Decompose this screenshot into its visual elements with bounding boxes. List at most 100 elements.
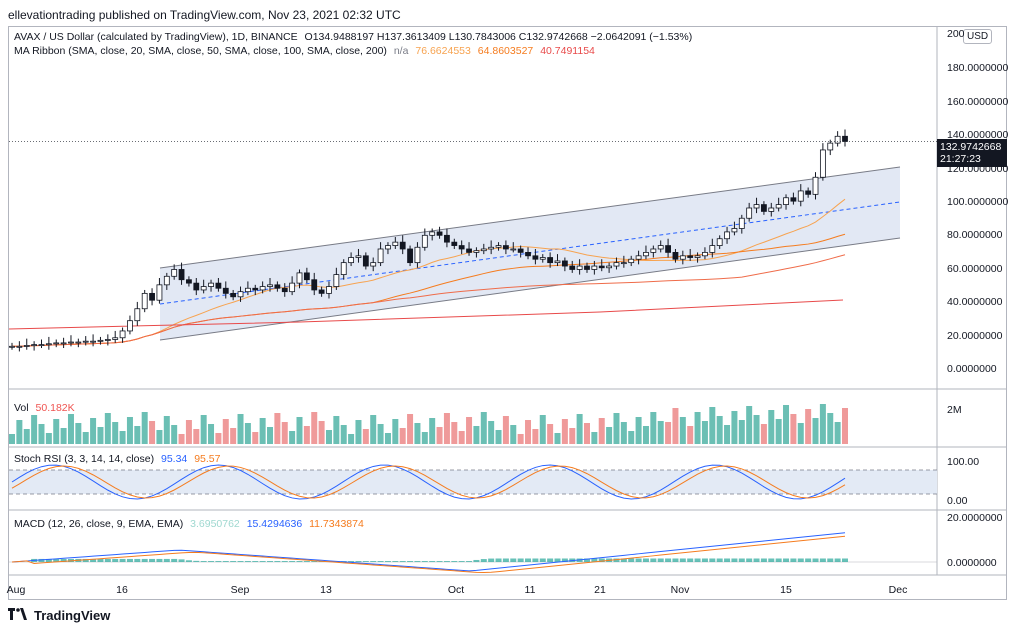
- candle-body: [694, 255, 701, 258]
- volume-bar: [635, 417, 642, 444]
- vol-tick: 2M: [947, 404, 962, 416]
- candle-body: [163, 275, 170, 286]
- volume-bar: [392, 419, 399, 444]
- volume-bar: [790, 414, 797, 444]
- volume-bar: [502, 416, 509, 444]
- candle-body: [274, 284, 281, 289]
- price-tick: 100.0000000: [947, 196, 1009, 208]
- macd-histogram-bar: [60, 558, 67, 562]
- volume-bar: [141, 412, 148, 444]
- volume-bar: [97, 427, 104, 444]
- brand-footer[interactable]: TradingView: [8, 608, 110, 623]
- macd-histogram-bar: [267, 561, 274, 562]
- macd-histogram-bar: [244, 561, 251, 562]
- macd-histogram-bar: [783, 558, 790, 562]
- candle-body: [377, 248, 384, 264]
- macd-histogram-bar: [215, 561, 222, 562]
- candle-body: [90, 340, 96, 343]
- candle-body: [510, 248, 517, 251]
- volume-bar: [525, 420, 532, 444]
- candle-body: [768, 207, 775, 212]
- volume-bar: [827, 413, 834, 444]
- macd-histogram-bar: [583, 558, 590, 562]
- candle-body: [517, 248, 524, 253]
- candle-body: [141, 292, 148, 310]
- macd-histogram-bar: [827, 558, 834, 562]
- candle-body: [134, 308, 141, 322]
- candle-body: [296, 272, 303, 284]
- volume-bar: [296, 417, 303, 444]
- macd-histogram-bar: [451, 561, 458, 562]
- candle-body: [761, 204, 767, 212]
- macd-histogram-bar: [694, 558, 701, 562]
- candle-body: [665, 245, 671, 253]
- macd-histogram-bar: [38, 558, 45, 562]
- macd-histogram-bar: [171, 558, 178, 562]
- volume-bar: [598, 418, 605, 444]
- macd-histogram-bar: [193, 560, 200, 562]
- volume-bar: [805, 409, 812, 444]
- volume-bar: [429, 418, 436, 444]
- macd-histogram-bar: [488, 558, 495, 562]
- macd-histogram-bar: [731, 558, 738, 562]
- price-tick: 200: [947, 28, 965, 40]
- macd-histogram-bar: [399, 561, 406, 562]
- volume-bar: [163, 416, 170, 444]
- volume-bar: [303, 426, 310, 444]
- stoch-d-value: 95.57: [194, 453, 221, 465]
- candle-body: [628, 258, 635, 264]
- candle-body: [687, 255, 694, 258]
- volume-bar: [687, 426, 694, 444]
- macd-histogram-bar: [746, 558, 753, 562]
- volume-bar: [244, 423, 251, 444]
- volume-bar: [613, 413, 620, 444]
- volume-bar: [200, 415, 207, 444]
- macd-histogram-bar: [119, 558, 126, 562]
- volume-bar: [650, 412, 657, 444]
- volume-bar: [259, 418, 266, 444]
- macd-histogram-bar: [547, 558, 554, 562]
- candle-body: [399, 241, 406, 250]
- currency-badge[interactable]: USD: [963, 29, 993, 44]
- volume-bar: [45, 433, 52, 444]
- candle-body: [709, 245, 716, 253]
- macd-histogram-bar: [185, 560, 192, 562]
- volume-bar: [377, 424, 384, 444]
- volume-bar: [67, 414, 74, 444]
- price-tick: 80.0000000: [947, 229, 1003, 241]
- macd-hist-value: 3.6950762: [190, 518, 240, 530]
- candle-body: [104, 339, 111, 341]
- macd-histogram-bar: [112, 558, 119, 562]
- candle-body: [68, 341, 74, 344]
- candle-body: [554, 260, 561, 264]
- volume-bar: [436, 427, 443, 444]
- volume-bar: [362, 429, 369, 444]
- candle-body: [775, 204, 782, 209]
- volume-bar: [38, 424, 45, 444]
- time-tick: 15: [780, 584, 792, 596]
- macd-histogram-bar: [252, 561, 259, 562]
- volume-bar: [657, 421, 664, 444]
- candle-body: [620, 262, 627, 265]
- candle-body: [584, 265, 590, 270]
- macd-histogram-bar: [797, 558, 804, 562]
- last-price: 132.9742668: [940, 141, 1002, 153]
- candle-body: [186, 279, 192, 284]
- volume-bar: [178, 434, 185, 444]
- candle-body: [60, 342, 67, 345]
- macd-histogram-bar: [716, 558, 723, 562]
- volume-bar: [451, 422, 458, 444]
- volume-bar: [112, 422, 119, 444]
- stoch-k-line: [11, 464, 846, 500]
- volume-bar: [569, 428, 576, 444]
- volume-bar: [318, 421, 325, 444]
- volume-bar: [156, 430, 163, 444]
- volume-bar: [495, 430, 502, 444]
- candle-body: [23, 345, 30, 347]
- volume-bar: [53, 419, 60, 444]
- candle-body: [208, 282, 214, 287]
- volume-bar: [842, 408, 848, 444]
- candle-body: [488, 246, 495, 250]
- volume-bar: [591, 432, 598, 444]
